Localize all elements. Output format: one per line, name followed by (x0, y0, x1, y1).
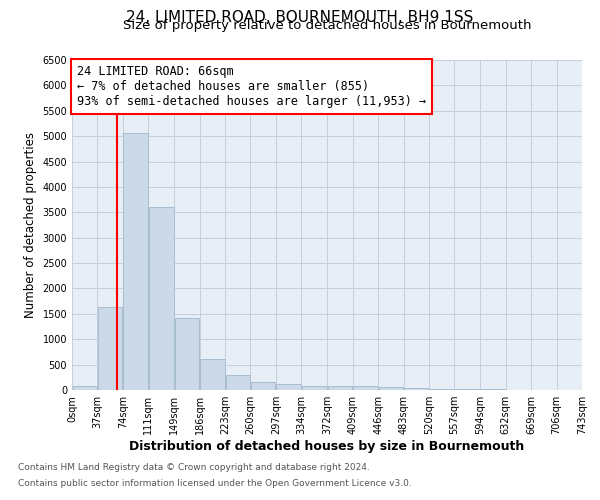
Bar (404, 388, 428, 390)
Bar (149, 207, 174, 390)
Bar (328, 386, 352, 390)
Bar (251, 382, 275, 390)
Y-axis label: Number of detached properties: Number of detached properties (24, 132, 37, 318)
Bar (455, 389, 479, 390)
Text: 24, LIMITED ROAD, BOURNEMOUTH, BH9 1SS: 24, LIMITED ROAD, BOURNEMOUTH, BH9 1SS (127, 10, 473, 25)
Text: Contains public sector information licensed under the Open Government Licence v3: Contains public sector information licen… (18, 478, 412, 488)
Title: Size of property relative to detached houses in Bournemouth: Size of property relative to detached ho… (123, 20, 531, 32)
Bar (353, 386, 377, 390)
Text: Contains HM Land Registry data © Crown copyright and database right 2024.: Contains HM Land Registry data © Crown c… (18, 464, 370, 472)
Bar (379, 388, 403, 390)
X-axis label: Distribution of detached houses by size in Bournemouth: Distribution of detached houses by size … (130, 440, 524, 453)
Bar (226, 375, 250, 390)
Text: 24 LIMITED ROAD: 66sqm
← 7% of detached houses are smaller (855)
93% of semi-det: 24 LIMITED ROAD: 66sqm ← 7% of detached … (77, 65, 426, 108)
Bar (200, 358, 224, 390)
Bar (302, 386, 327, 390)
Bar (175, 318, 199, 390)
Bar (124, 133, 148, 390)
Bar (98, 306, 122, 390)
Bar (277, 384, 301, 390)
Bar (73, 386, 97, 390)
Bar (430, 389, 454, 390)
